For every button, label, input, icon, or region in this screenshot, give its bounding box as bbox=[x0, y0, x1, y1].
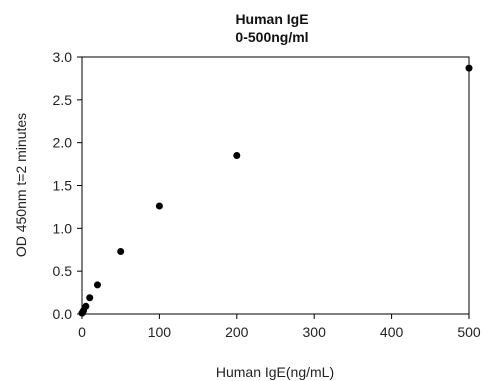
y-axis: 0.0 0.5 1.0 1.5 2.0 2.5 3.0 bbox=[53, 49, 82, 322]
x-axis: 0 100 200 300 400 500 bbox=[78, 314, 481, 340]
y-tick-label: 2.0 bbox=[53, 135, 73, 151]
y-tick-label: 2.5 bbox=[53, 92, 73, 108]
x-tick-label: 400 bbox=[380, 324, 404, 340]
y-tick-label: 0.0 bbox=[53, 306, 73, 322]
y-tick-label: 1.0 bbox=[53, 220, 73, 236]
data-point bbox=[93, 281, 101, 289]
y-axis-label: OD 450nm t=2 minutes bbox=[13, 113, 29, 257]
y-tick-label: 0.5 bbox=[53, 263, 73, 279]
x-axis-label: Human IgE(ng/mL) bbox=[216, 364, 334, 380]
x-tick-label: 200 bbox=[225, 324, 249, 340]
data-point bbox=[465, 64, 473, 72]
chart-title: Human IgE bbox=[235, 11, 308, 27]
data-point bbox=[155, 202, 163, 210]
data-point bbox=[233, 152, 241, 160]
data-point bbox=[117, 247, 125, 255]
x-tick-label: 100 bbox=[148, 324, 172, 340]
x-tick-label: 500 bbox=[457, 324, 481, 340]
y-tick-label: 1.5 bbox=[53, 178, 73, 194]
data-points bbox=[78, 64, 473, 317]
x-tick-label: 0 bbox=[78, 324, 86, 340]
y-tick-label: 3.0 bbox=[53, 49, 73, 65]
chart-subtitle: 0-500ng/ml bbox=[235, 29, 308, 45]
plot-area-frame bbox=[81, 56, 470, 315]
data-point bbox=[86, 294, 94, 302]
data-point bbox=[82, 302, 90, 310]
x-tick-label: 300 bbox=[303, 324, 327, 340]
